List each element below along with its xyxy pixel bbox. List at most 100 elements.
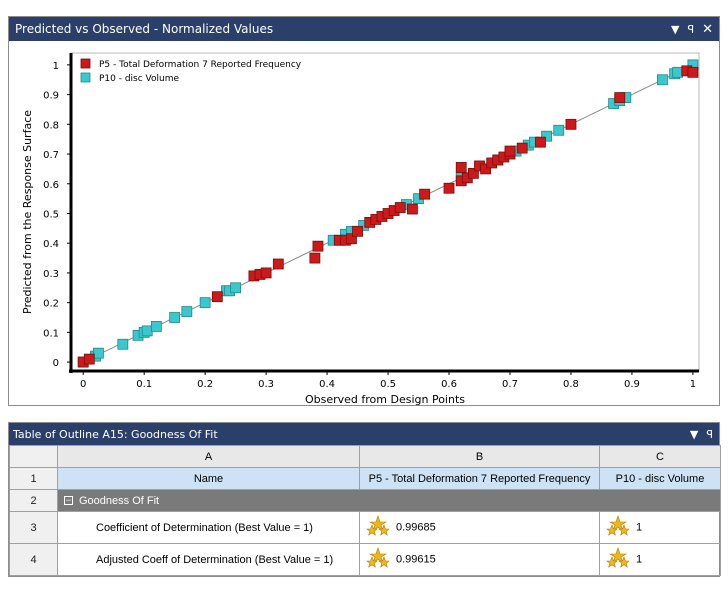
y-tick-label: 0.6: [43, 180, 59, 191]
goodness-of-fit-table: A B C 1 Name P5 - Total Deformation 7 Re…: [9, 445, 721, 576]
data-point-p10: [169, 312, 181, 323]
data-point-p5: [211, 291, 223, 303]
data-point-p5: [419, 188, 431, 200]
x-tick-label: 1: [690, 379, 696, 390]
name-header-cell[interactable]: Name: [57, 467, 360, 490]
y-tick-label: 0.3: [43, 269, 59, 280]
chart-panel: Predicted vs Observed - Normalized Value…: [8, 16, 720, 406]
x-tick-label: 0.4: [319, 379, 335, 390]
metric-value-cell[interactable]: 1: [599, 511, 721, 544]
data-point-p10: [181, 306, 193, 317]
data-point-p5: [83, 353, 95, 365]
row-number[interactable]: 1: [9, 467, 58, 490]
row-number[interactable]: 4: [9, 543, 58, 576]
scatter-chart: 0 0.1 0.2 0.3 0.4 0.5 0.6 0.7 0.8 0.9 1 0 0.1 0.2 0.3 0…: [21, 52, 700, 406]
metric-value: 0.99615: [396, 553, 436, 566]
three-stars-rating-icon: [366, 547, 390, 572]
data-point-p5: [312, 240, 324, 252]
data-point-p10: [141, 325, 153, 337]
data-point-p5: [346, 233, 357, 245]
x-tick-label: 0.7: [502, 379, 518, 390]
column-header-a[interactable]: A: [57, 445, 360, 468]
y-tick-label: 0: [53, 358, 59, 369]
data-point-p10: [553, 124, 565, 136]
y-tick-label: 0.4: [43, 239, 59, 250]
p10-header-cell[interactable]: P10 - disc Volume: [599, 467, 721, 490]
legend-label: P10 - disc Volume: [99, 74, 179, 84]
close-icon[interactable]: ✕: [702, 21, 713, 37]
data-point-p10: [150, 321, 162, 332]
data-point-p10: [672, 66, 684, 78]
table-titlebar: Table of Outline A15: Goodness Of Fit ▼ …: [9, 423, 719, 445]
data-point-p10: [541, 130, 552, 142]
y-tick-label: 0.2: [43, 299, 59, 310]
table-row: 1 Name P5 - Total Deformation 7 Reported…: [9, 467, 721, 490]
table-corner: [9, 445, 58, 468]
row-number[interactable]: 2: [9, 489, 58, 512]
data-point-p5: [309, 252, 321, 264]
data-point-p10: [657, 74, 668, 86]
x-tick-label: 0: [80, 379, 86, 390]
x-tick-label: 0.8: [563, 379, 579, 390]
y-tick-label: 0.1: [43, 328, 59, 339]
data-point-p5: [260, 267, 272, 279]
collapse-minus-icon[interactable]: −: [64, 495, 73, 506]
chart-titlebar: Predicted vs Observed - Normalized Value…: [9, 17, 719, 41]
chart-area: 0 0.1 0.2 0.3 0.4 0.5 0.6 0.7 0.8 0.9 1 0 0.1 0.2 0.3 0…: [9, 41, 719, 406]
column-header-row: A B C: [9, 445, 721, 468]
metric-value-cell[interactable]: 0.99615: [359, 543, 600, 576]
x-tick-label: 0.5: [380, 379, 396, 390]
p5-header-cell[interactable]: P5 - Total Deformation 7 Reported Freque…: [359, 467, 600, 490]
pin-icon[interactable]: ꟼ: [706, 427, 713, 441]
three-stars-rating-icon: [606, 547, 630, 572]
metric-value-cell[interactable]: 1: [599, 543, 721, 576]
group-label: Goodness Of Fit: [79, 494, 160, 507]
table-panel: Table of Outline A15: Goodness Of Fit ▼ …: [8, 422, 721, 577]
data-point-p5: [394, 202, 406, 213]
data-point-p5: [504, 145, 516, 157]
data-point-p5: [535, 136, 546, 148]
metric-value: 0.99685: [396, 521, 436, 534]
table-title: Table of Outline A15: Goodness Of Fit: [13, 427, 218, 441]
data-point-p5: [565, 118, 577, 130]
data-point-p5: [443, 182, 455, 194]
data-point-p10: [230, 282, 242, 294]
x-axis-label: Observed from Design Points: [305, 393, 465, 405]
legend-swatch: [80, 58, 91, 69]
pin-icon[interactable]: ꟼ: [687, 22, 695, 36]
column-header-c[interactable]: C: [599, 445, 721, 468]
y-tick-label: 0.5: [43, 209, 59, 220]
data-point-p5: [614, 92, 626, 103]
data-point-p10: [93, 347, 104, 359]
table-row: 4 Adjusted Coeff of Determination (Best …: [9, 543, 721, 576]
data-point-p5: [516, 142, 528, 154]
data-point-p10: [199, 297, 211, 309]
table-row: 2 − Goodness Of Fit: [9, 489, 721, 512]
legend-swatch: [80, 72, 91, 83]
row-number[interactable]: 3: [9, 511, 58, 544]
table-row: 3 Coefficient of Determination (Best Val…: [9, 511, 721, 544]
data-point-p5: [352, 225, 363, 237]
column-header-b[interactable]: B: [359, 445, 600, 468]
data-point-p5: [407, 203, 418, 215]
metric-value: 1: [636, 553, 643, 566]
data-point-p5: [480, 163, 492, 175]
y-tick-label: 0.7: [43, 150, 59, 161]
y-axis-label: Predicted from the Response Surface: [21, 110, 34, 314]
data-point-p5: [272, 258, 284, 270]
group-header-cell[interactable]: − Goodness Of Fit: [57, 489, 721, 512]
metric-name-cell[interactable]: Adjusted Coeff of Determination (Best Va…: [57, 543, 360, 576]
data-point-p10: [117, 338, 129, 350]
x-tick-label: 0.3: [258, 379, 274, 390]
dropdown-arrow-icon[interactable]: ▼: [670, 22, 680, 36]
metric-name-cell[interactable]: Coefficient of Determination (Best Value…: [57, 511, 360, 544]
chart-panel-title: Predicted vs Observed - Normalized Value…: [15, 22, 274, 36]
x-tick-label: 0.6: [441, 379, 457, 390]
x-tick-label: 0.9: [624, 379, 640, 390]
x-tick-label: 0.1: [136, 379, 152, 390]
three-stars-rating-icon: [366, 515, 390, 540]
data-point-p5: [455, 162, 467, 173]
dropdown-arrow-icon[interactable]: ▼: [689, 427, 699, 441]
metric-value-cell[interactable]: 0.99685: [359, 511, 600, 544]
metric-value: 1: [636, 521, 643, 534]
